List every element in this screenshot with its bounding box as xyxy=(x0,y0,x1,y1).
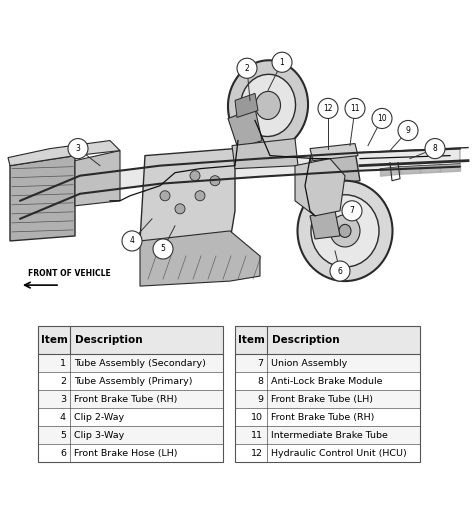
Text: 3: 3 xyxy=(60,395,66,404)
Circle shape xyxy=(160,191,170,201)
Text: Item: Item xyxy=(41,335,67,345)
Circle shape xyxy=(330,261,350,281)
Polygon shape xyxy=(232,138,298,169)
Text: 8: 8 xyxy=(257,377,263,386)
Text: 11: 11 xyxy=(251,431,263,440)
Circle shape xyxy=(122,231,142,251)
Bar xyxy=(38,326,223,354)
Bar xyxy=(235,426,420,444)
Polygon shape xyxy=(75,151,120,206)
Bar xyxy=(235,372,420,390)
Text: 11: 11 xyxy=(350,104,360,113)
Text: Anti-Lock Brake Module: Anti-Lock Brake Module xyxy=(271,377,383,386)
Text: Front Brake Hose (LH): Front Brake Hose (LH) xyxy=(74,448,177,458)
Text: 12: 12 xyxy=(251,448,263,458)
Bar xyxy=(235,326,420,354)
Text: 6: 6 xyxy=(337,267,342,276)
Text: Union Assembly: Union Assembly xyxy=(271,359,347,368)
Text: 10: 10 xyxy=(377,114,387,123)
Ellipse shape xyxy=(339,225,351,237)
Text: 12: 12 xyxy=(323,104,333,113)
Bar xyxy=(38,354,223,372)
Text: 1: 1 xyxy=(60,359,66,368)
Ellipse shape xyxy=(255,92,281,120)
Circle shape xyxy=(318,98,338,119)
Bar xyxy=(38,408,223,426)
Text: 2: 2 xyxy=(245,64,249,73)
Circle shape xyxy=(68,138,88,159)
Text: 10: 10 xyxy=(251,413,263,422)
Text: 9: 9 xyxy=(257,395,263,404)
Circle shape xyxy=(342,201,362,221)
Text: 5: 5 xyxy=(161,245,165,253)
Text: Front Brake Tube (RH): Front Brake Tube (RH) xyxy=(271,413,374,422)
Bar xyxy=(235,390,420,408)
Polygon shape xyxy=(295,159,345,216)
Circle shape xyxy=(153,239,173,259)
Text: 1: 1 xyxy=(280,58,284,66)
Ellipse shape xyxy=(240,74,295,137)
Circle shape xyxy=(398,120,418,140)
Circle shape xyxy=(195,191,205,201)
Ellipse shape xyxy=(311,195,379,267)
Text: Description: Description xyxy=(272,335,340,345)
Polygon shape xyxy=(8,140,120,165)
Text: 4: 4 xyxy=(129,236,135,245)
Text: Item: Item xyxy=(237,335,264,345)
Text: 7: 7 xyxy=(349,206,355,215)
Polygon shape xyxy=(310,144,358,161)
Circle shape xyxy=(425,138,445,159)
Text: FRONT OF VEHICLE: FRONT OF VEHICLE xyxy=(28,269,111,278)
Bar xyxy=(38,390,223,408)
Polygon shape xyxy=(140,231,260,286)
Text: Tube Assembly (Secondary): Tube Assembly (Secondary) xyxy=(74,359,206,368)
Polygon shape xyxy=(140,148,235,261)
Text: Intermediate Brake Tube: Intermediate Brake Tube xyxy=(271,431,388,440)
Ellipse shape xyxy=(228,60,308,151)
Polygon shape xyxy=(310,211,340,239)
Bar xyxy=(235,408,420,426)
Bar xyxy=(38,372,223,390)
Bar xyxy=(38,444,223,462)
Polygon shape xyxy=(310,151,360,186)
Polygon shape xyxy=(10,155,75,241)
Text: Clip 3-Way: Clip 3-Way xyxy=(74,431,124,440)
Text: Tube Assembly (Primary): Tube Assembly (Primary) xyxy=(74,377,192,386)
Text: Front Brake Tube (LH): Front Brake Tube (LH) xyxy=(271,395,373,404)
Bar xyxy=(235,326,420,462)
Text: 5: 5 xyxy=(60,431,66,440)
Polygon shape xyxy=(20,148,460,219)
Text: 2: 2 xyxy=(60,377,66,386)
Circle shape xyxy=(237,58,257,78)
Circle shape xyxy=(190,171,200,181)
Text: 4: 4 xyxy=(60,413,66,422)
Circle shape xyxy=(210,176,220,186)
Circle shape xyxy=(345,98,365,119)
Ellipse shape xyxy=(298,181,392,281)
Text: 6: 6 xyxy=(60,448,66,458)
Bar xyxy=(235,444,420,462)
Text: Hydraulic Control Unit (HCU): Hydraulic Control Unit (HCU) xyxy=(271,448,407,458)
Polygon shape xyxy=(228,109,262,148)
Circle shape xyxy=(372,109,392,129)
Bar xyxy=(38,326,223,462)
Circle shape xyxy=(272,52,292,72)
Text: 3: 3 xyxy=(75,144,81,153)
Circle shape xyxy=(175,204,185,214)
Bar xyxy=(235,354,420,372)
Text: Clip 2-Way: Clip 2-Way xyxy=(74,413,124,422)
Bar xyxy=(38,426,223,444)
Ellipse shape xyxy=(330,215,360,247)
Text: Front Brake Tube (RH): Front Brake Tube (RH) xyxy=(74,395,177,404)
Polygon shape xyxy=(235,94,258,118)
Text: 8: 8 xyxy=(433,144,438,153)
Text: 7: 7 xyxy=(257,359,263,368)
Text: Description: Description xyxy=(75,335,143,345)
Text: 9: 9 xyxy=(406,126,410,135)
